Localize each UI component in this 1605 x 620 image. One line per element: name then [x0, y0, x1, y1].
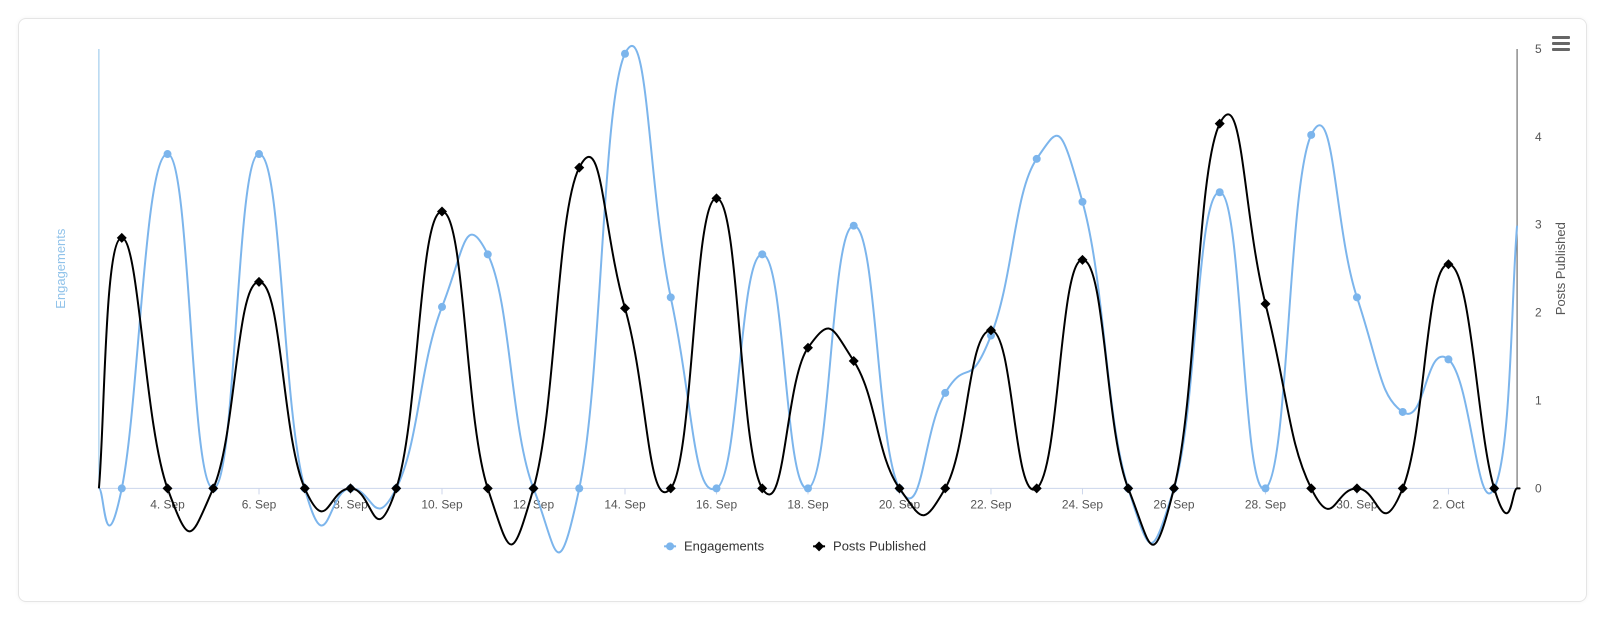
- svg-text:0: 0: [1535, 481, 1542, 495]
- svg-text:24. Sep: 24. Sep: [1062, 497, 1104, 511]
- chart-card: 4. Sep6. Sep8. Sep10. Sep12. Sep14. Sep1…: [18, 18, 1587, 602]
- svg-text:Posts Published: Posts Published: [833, 538, 926, 553]
- svg-text:4: 4: [1535, 130, 1542, 144]
- svg-text:6. Sep: 6. Sep: [242, 497, 277, 511]
- svg-text:28. Sep: 28. Sep: [1245, 497, 1287, 511]
- svg-text:4. Sep: 4. Sep: [150, 497, 185, 511]
- svg-text:22. Sep: 22. Sep: [970, 497, 1012, 511]
- svg-text:16. Sep: 16. Sep: [696, 497, 738, 511]
- svg-text:Engagements: Engagements: [53, 228, 68, 309]
- chart-card-wrap: 4. Sep6. Sep8. Sep10. Sep12. Sep14. Sep1…: [0, 0, 1605, 620]
- svg-text:2: 2: [1535, 306, 1542, 320]
- engagement-posts-chart: 4. Sep6. Sep8. Sep10. Sep12. Sep14. Sep1…: [19, 19, 1586, 602]
- svg-text:3: 3: [1535, 218, 1542, 232]
- svg-text:Engagements: Engagements: [684, 538, 765, 553]
- svg-text:1: 1: [1535, 394, 1542, 408]
- svg-text:12. Sep: 12. Sep: [513, 497, 555, 511]
- chart-menu-icon[interactable]: [1552, 33, 1570, 54]
- svg-text:18. Sep: 18. Sep: [787, 497, 829, 511]
- svg-text:14. Sep: 14. Sep: [604, 497, 646, 511]
- svg-text:26. Sep: 26. Sep: [1153, 497, 1195, 511]
- svg-text:5: 5: [1535, 42, 1542, 56]
- svg-text:10. Sep: 10. Sep: [421, 497, 463, 511]
- svg-text:Posts Published: Posts Published: [1553, 222, 1568, 315]
- svg-text:2. Oct: 2. Oct: [1432, 497, 1465, 511]
